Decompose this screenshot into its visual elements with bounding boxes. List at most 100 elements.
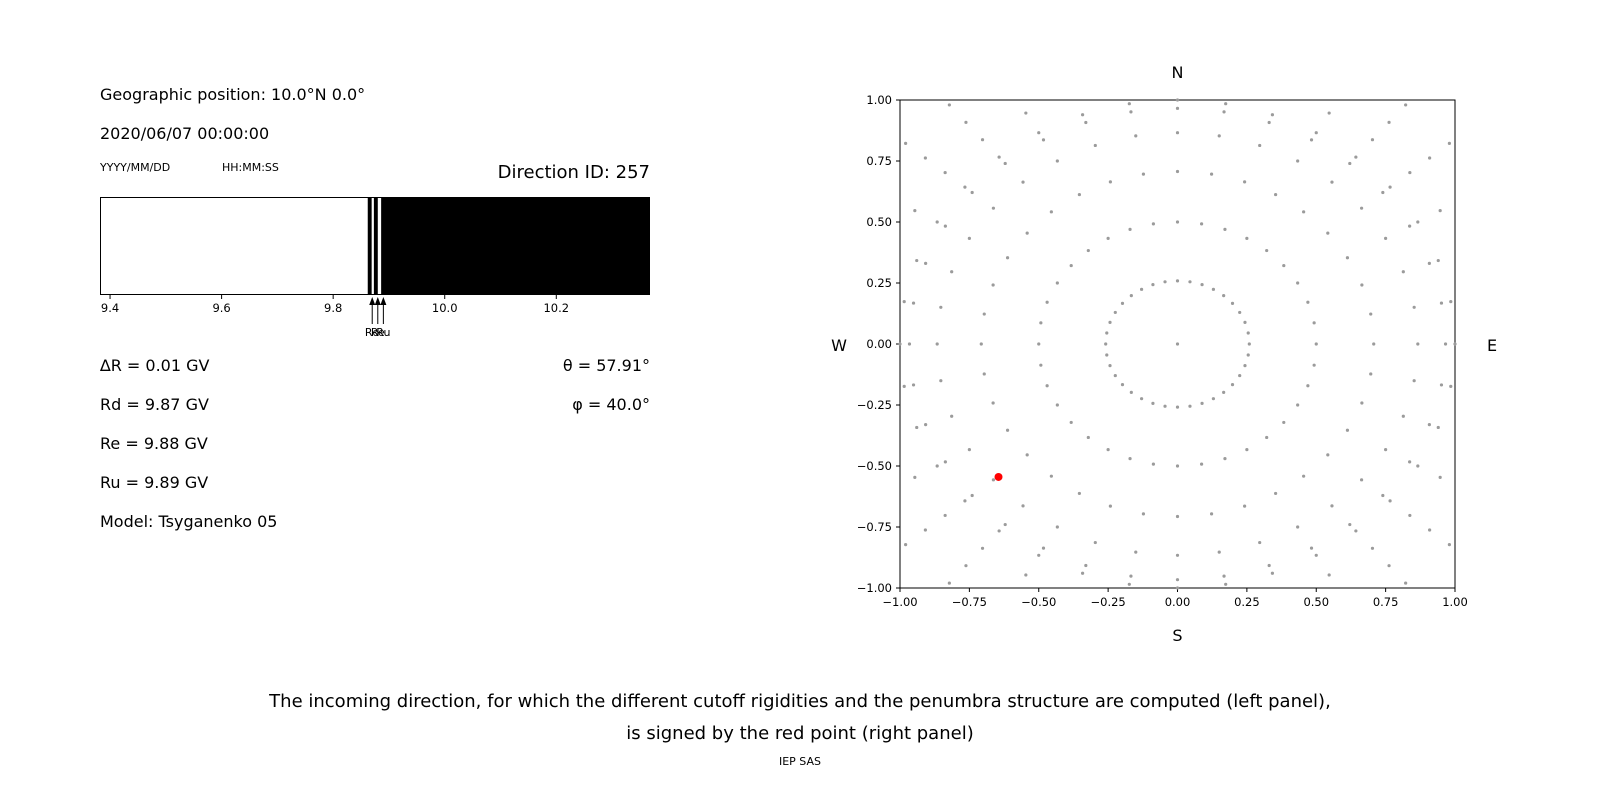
direction-grid-dot xyxy=(1037,553,1041,557)
direction-grid-dot xyxy=(991,478,996,482)
direction-grid-dot xyxy=(1175,131,1180,135)
direction-grid-dot xyxy=(1408,224,1412,228)
direction-grid-dot xyxy=(1129,574,1133,578)
direction-grid-dot xyxy=(1120,301,1125,306)
cutoff-marker-label: Rd xyxy=(365,326,380,339)
direction-grid-dot xyxy=(1211,287,1216,291)
direction-grid-dot xyxy=(1312,363,1316,367)
direction-grid-dot xyxy=(1453,342,1457,346)
direction-grid-dot xyxy=(1243,363,1247,368)
direction-grid-dot xyxy=(1354,155,1358,159)
theta-value: θ = 57.91° xyxy=(562,356,650,375)
direction-grid-dot xyxy=(1175,586,1180,590)
direction-grid-dot xyxy=(1438,475,1442,479)
x-tick-label: −1.00 xyxy=(882,595,917,609)
compass-label-east: E xyxy=(1487,336,1497,355)
direction-grid-dot xyxy=(1369,372,1373,376)
direction-grid-dot xyxy=(1093,540,1097,545)
direction-grid-dot xyxy=(1045,300,1049,304)
direction-grid-dot xyxy=(1024,573,1028,577)
direction-grid-dot xyxy=(1296,281,1300,285)
cutoff-marker-label: Re xyxy=(371,326,385,339)
direction-id-label: Direction ID: 257 xyxy=(497,162,650,183)
direction-grid-dot xyxy=(1055,525,1059,529)
ru-value: Ru = 9.89 GV xyxy=(100,473,209,492)
direction-grid-dot xyxy=(1302,210,1306,214)
direction-grid-dot xyxy=(1128,227,1132,231)
direction-grid-dot xyxy=(1360,401,1364,405)
direction-grid-dot xyxy=(1296,525,1300,529)
direction-grid-dot xyxy=(1200,283,1204,287)
x-tick-label: 9.4 xyxy=(101,301,119,315)
direction-grid-dot xyxy=(1387,120,1391,124)
direction-grid-dot xyxy=(1069,420,1073,425)
credit-text: IEP SAS xyxy=(778,755,822,768)
direction-grid-dot xyxy=(1139,287,1144,291)
x-tick-label: 0.50 xyxy=(1303,595,1329,609)
direction-grid-dot xyxy=(1427,261,1431,265)
direction-grid-dot xyxy=(1404,581,1408,585)
direction-grid-dot xyxy=(943,170,947,175)
direction-grid-dot xyxy=(1113,310,1117,315)
direction-grid-dot xyxy=(1151,283,1155,287)
y-tick-label: −0.25 xyxy=(857,398,892,412)
direction-grid-dot xyxy=(1021,504,1025,508)
direction-grid-dot xyxy=(963,185,967,189)
direction-grid-dot xyxy=(1449,300,1453,304)
direction-grid-dot xyxy=(939,379,943,383)
x-tick-label: 0.75 xyxy=(1373,595,1399,609)
direction-grid-dot xyxy=(970,190,974,195)
direction-grid-dot xyxy=(924,261,928,265)
y-tick-label: 0.50 xyxy=(866,215,892,229)
direction-grid-dot xyxy=(1282,263,1286,268)
direction-grid-dot xyxy=(1055,281,1059,285)
direction-grid-dot xyxy=(1175,169,1180,174)
direction-grid-dot xyxy=(943,460,947,464)
forbidden-band xyxy=(373,198,378,294)
direction-grid-dot xyxy=(1209,512,1214,516)
direction-grid-dot xyxy=(1384,236,1388,240)
direction-grid-dot xyxy=(1106,448,1110,452)
figure-caption: The incoming direction, for which the di… xyxy=(0,686,1600,750)
direction-grid-dot xyxy=(915,258,919,263)
direction-grid-dot xyxy=(1134,134,1138,138)
direction-grid-dot xyxy=(1041,138,1046,142)
direction-grid-dot xyxy=(950,414,954,418)
direction-grid-dot xyxy=(1175,514,1180,519)
direction-grid-dot xyxy=(1003,161,1007,166)
direction-grid-dot xyxy=(1129,110,1133,114)
forbidden-band xyxy=(381,198,650,294)
time-format-label: HH:MM:SS xyxy=(222,161,279,174)
y-tick-label: 0.25 xyxy=(866,276,892,290)
direction-grid-dot xyxy=(1139,397,1144,401)
direction-grid-dot xyxy=(1314,131,1318,135)
direction-grid-dot xyxy=(1359,206,1364,210)
rd-value: Rd = 9.87 GV xyxy=(100,395,209,414)
direction-grid-dot xyxy=(1041,546,1046,550)
direction-grid-dot xyxy=(1108,180,1112,184)
direction-grid-dot xyxy=(1188,280,1192,284)
direction-grid-dot xyxy=(1055,159,1059,163)
direction-grid-dot xyxy=(1217,550,1221,554)
direction-grid-dot xyxy=(1267,120,1271,125)
direction-grid-dot xyxy=(1267,563,1271,568)
direction-grid-dot xyxy=(1211,397,1216,401)
direction-grid-dot xyxy=(1296,403,1300,407)
direction-grid-dot xyxy=(1175,405,1180,409)
direction-grid-dot xyxy=(1025,231,1029,235)
direction-grid-dot xyxy=(1223,227,1227,231)
direction-grid-dot xyxy=(1080,113,1085,117)
direction-grid-dot xyxy=(1246,353,1250,357)
direction-grid-dot xyxy=(979,342,983,346)
direction-grid-dot xyxy=(1401,270,1405,274)
direction-grid-dot xyxy=(1175,578,1180,582)
direction-grid-dot xyxy=(923,528,927,532)
direction-grid-dot xyxy=(1265,248,1269,253)
x-tick-label: 10.0 xyxy=(432,301,458,315)
direction-grid-dot xyxy=(1428,528,1432,532)
direction-grid-dot xyxy=(904,542,908,547)
direction-grid-dot xyxy=(1436,258,1440,263)
direction-grid-dot xyxy=(1055,403,1059,407)
direction-grid-dot xyxy=(1245,236,1249,240)
x-tick-label: −0.75 xyxy=(952,595,987,609)
